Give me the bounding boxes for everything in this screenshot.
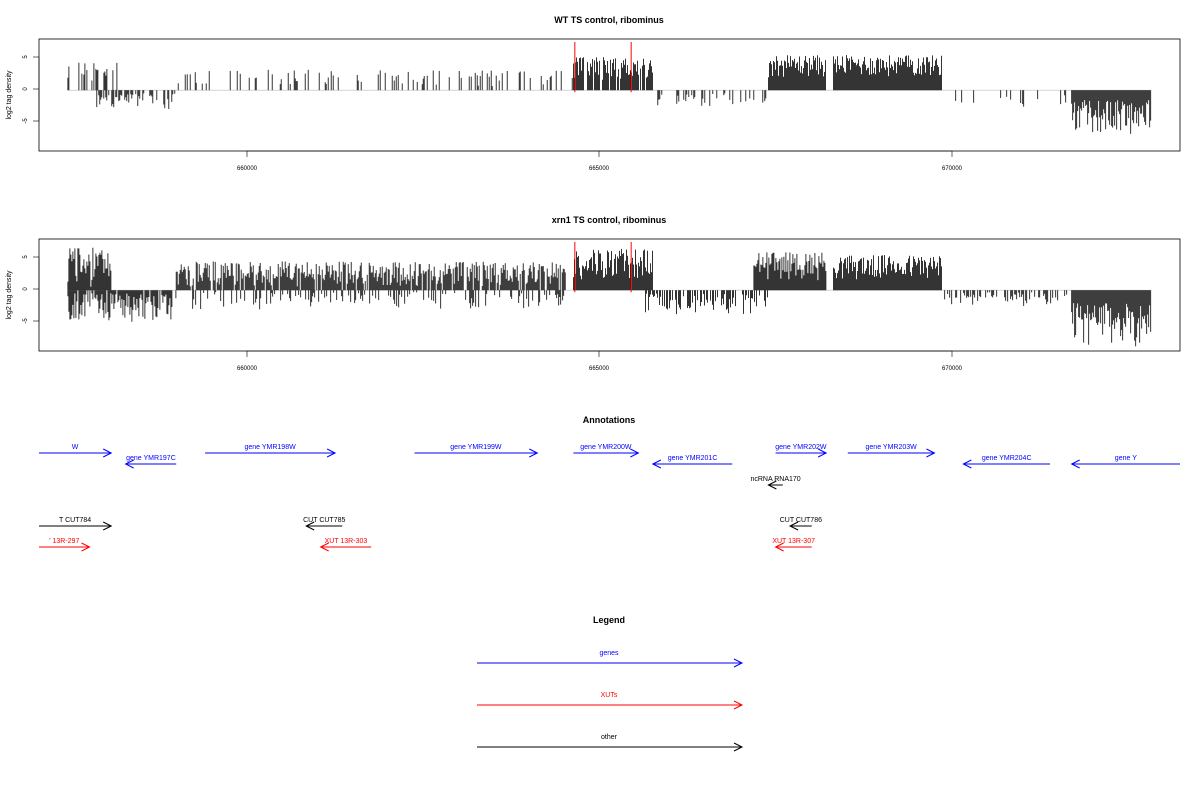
panel-wt-ytick-label: 0 <box>23 87 29 91</box>
gene-arrow: W <box>39 444 113 458</box>
gene-arrow-head <box>124 459 134 469</box>
panel-wt-xtick-label: 670000 <box>942 166 963 172</box>
panel-wt-plot-frame <box>38 38 1181 152</box>
legend: Legend genes XUTs other <box>477 615 744 752</box>
panel-wt-y-axis: 5 0 -5 <box>23 55 40 124</box>
other-arrow-label: ncRNA RNA170 <box>750 476 800 483</box>
gene-arrow: gene YMR203W <box>847 444 936 458</box>
gene-arrow-head <box>817 448 828 458</box>
legend-arrowhead <box>733 742 744 752</box>
gene-arrow: gene YMR200W <box>573 444 640 458</box>
other-arrow-head <box>788 521 799 531</box>
panel-xrn1-xtick-label: 660000 <box>237 366 258 372</box>
panel-xrn1-plot-frame <box>38 238 1181 352</box>
gene-arrow: gene Y <box>1070 455 1180 469</box>
xut-arrow-label: XUT 13R-307 <box>772 538 815 545</box>
other-arrow-head <box>102 521 113 531</box>
annotations-title: Annotations <box>583 415 636 425</box>
legend-arrowhead <box>733 658 744 668</box>
legend-arrowhead <box>733 700 744 710</box>
other-arrow-label: CUT CUT785 <box>303 517 345 524</box>
panel-xrn1-ytick-label: -5 <box>23 318 29 324</box>
panel-xrn1-ytick-label: 5 <box>23 255 29 259</box>
legend-label: genes <box>599 650 619 657</box>
gene-arrow-head <box>1070 459 1080 469</box>
gene-arrow-head <box>962 459 972 469</box>
gene-arrow-label: gene YMR199W <box>450 444 502 451</box>
xut-arrow: XUT 13R-303 <box>319 538 372 552</box>
other-arrow-label: T CUT784 <box>59 517 91 524</box>
gene-arrow: gene YMR198W <box>205 444 337 458</box>
gene-arrow-head <box>529 448 539 458</box>
xut-arrow-head <box>81 542 91 552</box>
gene-arrow-label: gene YMR201C <box>668 455 718 462</box>
legend-label: XUTs <box>601 692 618 699</box>
panel-wt-xtick-label: 665000 <box>589 166 610 172</box>
legend-item: XUTs <box>477 692 744 710</box>
other-arrow: T CUT784 <box>39 517 113 531</box>
legend-label: other <box>601 734 618 741</box>
xut-arrow: ' 13R-297 <box>39 538 91 552</box>
gene-arrow-label: gene YMR203W <box>866 444 918 451</box>
gene-arrow-head <box>102 448 113 458</box>
gene-arrow: gene YMR202W <box>775 444 828 458</box>
panel-wt-ylabel: log2 tag density <box>6 70 13 120</box>
gene-arrow-label: gene YMR202W <box>775 444 827 451</box>
other-arrow: CUT CUT785 <box>303 517 345 531</box>
gene-arrow-label: gene YMR200W <box>580 444 632 451</box>
panel-xrn1: xrn1 TS control, ribominus log2 tag dens… <box>6 215 1181 372</box>
other-arrow-head <box>305 521 315 531</box>
panel-xrn1-x-axis: 660000 665000 670000 <box>237 350 963 372</box>
other-arrow-head <box>767 480 777 490</box>
legend-item: other <box>477 734 744 752</box>
legend-items: genes XUTs other <box>477 650 744 752</box>
legend-item: genes <box>477 650 744 668</box>
gene-arrow-label: gene YMR204C <box>982 455 1032 462</box>
gene-arrow-label: W <box>72 444 79 451</box>
gene-arrow-label: gene Y <box>1115 455 1137 462</box>
xut-arrow-label: XUT 13R-303 <box>325 538 368 545</box>
panel-wt: WT TS control, ribominus log2 tag densit… <box>6 15 1181 172</box>
panel-xrn1-title: xrn1 TS control, ribominus <box>552 215 667 225</box>
panel-xrn1-xtick-label: 665000 <box>589 366 610 372</box>
panel-xrn1-ytick-label: 0 <box>23 287 29 291</box>
gene-arrow: gene YMR199W <box>414 444 539 458</box>
other-arrow: CUT CUT786 <box>780 517 822 531</box>
other-arrow-label: CUT CUT786 <box>780 517 822 524</box>
gene-arrow-head <box>926 448 936 458</box>
other-annotations: ncRNA RNA170 T CUT784 CUT CUT785 CUT CUT786 <box>39 476 822 531</box>
other-arrow: ncRNA RNA170 <box>750 476 801 490</box>
xut-annotations: ' 13R-297 XUT 13R-303 XUT 13R-307 <box>39 538 815 552</box>
gene-arrow-label: gene YMR198W <box>244 444 296 451</box>
panel-xrn1-y-axis: 5 0 -5 <box>23 255 40 324</box>
xut-arrow-label: ' 13R-297 <box>49 538 79 545</box>
gene-arrow-head <box>651 459 662 469</box>
gene-arrow: gene YMR204C <box>962 455 1051 469</box>
gene-arrow-head <box>630 448 640 458</box>
xut-arrow-head <box>319 542 329 552</box>
panel-wt-x-axis: 660000 665000 670000 <box>237 150 963 172</box>
gene-arrow: gene YMR197C <box>124 455 177 469</box>
gene-arrow-head <box>326 448 337 458</box>
panel-xrn1-bars <box>67 242 1152 347</box>
panel-wt-xtick-label: 660000 <box>237 166 258 172</box>
xut-arrow-head <box>774 542 784 552</box>
panel-xrn1-ylabel: log2 tag density <box>6 270 13 320</box>
xut-arrow: XUT 13R-307 <box>772 538 815 552</box>
gene-arrow: gene YMR201C <box>651 455 733 469</box>
gene-arrow-label: gene YMR197C <box>126 455 176 462</box>
panel-wt-ytick-label: -5 <box>23 118 29 124</box>
legend-title: Legend <box>593 615 625 625</box>
panel-wt-ytick-label: 5 <box>23 55 29 59</box>
panel-xrn1-xtick-label: 670000 <box>942 366 963 372</box>
panel-wt-title: WT TS control, ribominus <box>554 15 664 25</box>
panel-wt-bars <box>67 42 1152 134</box>
